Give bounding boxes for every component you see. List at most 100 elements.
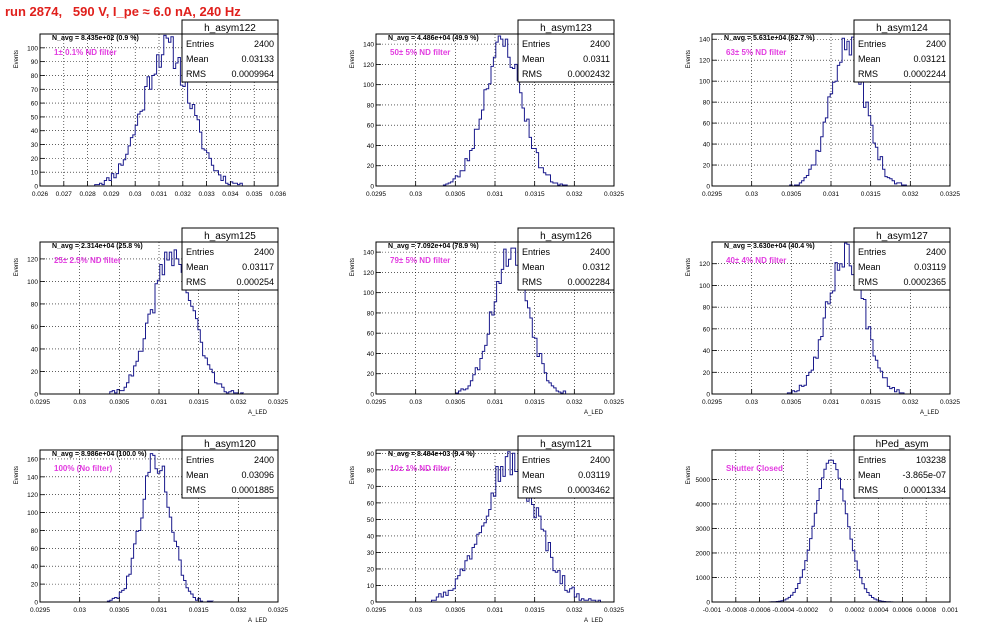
- y-tick-label: 60: [31, 324, 39, 331]
- x-tick-label: 0.03: [409, 399, 422, 406]
- histogram-series: [787, 36, 907, 187]
- x-tick-label: 0.031: [487, 399, 504, 406]
- stats-value: 2400: [254, 247, 274, 257]
- navg-label: N_avg = 3.630e+04 (40.4 %): [724, 243, 815, 250]
- y-tick-label: 20: [367, 163, 375, 170]
- y-tick-label: 80: [31, 73, 39, 80]
- panel-h_asym122: 0.026 0.027 0.028 0.029 0.03 0.031 0.032 0.033 0…: [14, 19, 287, 198]
- x-tick-label: 0.03: [73, 607, 86, 614]
- stats-label: Entries: [522, 455, 551, 465]
- y-tick-label: 0: [370, 392, 374, 399]
- x-tick-label: 0.0295: [30, 607, 50, 614]
- stats-value: 2400: [254, 455, 274, 465]
- x-tick-label: 0.0315: [525, 399, 545, 406]
- stats-value: 0.0312: [582, 262, 610, 272]
- x-tick-label: 0.027: [56, 191, 73, 198]
- x-tick-label: 0.0295: [702, 191, 722, 198]
- panel-h_asym124: 0.0295 0.03 0.0305 0.031 0.0315 0.032 0.0325 0 2…: [686, 19, 960, 198]
- x-tick-label: 0.031: [151, 607, 168, 614]
- y-tick-label: 100: [699, 79, 710, 86]
- y-axis-label: Events: [14, 466, 20, 484]
- x-tick-label: 0.029: [103, 191, 120, 198]
- x-tick-label: 0.032: [566, 399, 583, 406]
- y-tick-label: 80: [31, 528, 39, 535]
- x-tick-label: 0.0004: [869, 607, 889, 614]
- filter-note: 50± 5% ND filter: [390, 48, 450, 57]
- y-tick-label: 0: [706, 392, 710, 399]
- navg-label: N_avg = 8.986e+04 (100.0 %): [52, 451, 147, 458]
- filter-note: 1± 0.1% ND filter: [54, 48, 117, 57]
- y-tick-label: 60: [367, 123, 375, 130]
- x-axis-label: A_LED: [248, 410, 268, 416]
- y-tick-label: 50: [367, 517, 375, 524]
- stats-label: Entries: [858, 247, 887, 257]
- y-tick-label: 140: [363, 250, 374, 257]
- y-tick-label: 0: [370, 600, 374, 607]
- x-tick-label: 0.032: [566, 191, 583, 198]
- x-tick-label: -0.0008: [725, 607, 747, 614]
- filter-note: 79± 5% ND filter: [390, 256, 450, 265]
- x-tick-label: 0.0325: [940, 399, 960, 406]
- x-tick-label: 0.031: [151, 191, 168, 198]
- stats-box: [853, 435, 951, 499]
- x-tick-label: 0.032: [902, 399, 919, 406]
- stats-value: 0.0001885: [231, 485, 274, 495]
- x-tick-label: 0.03: [745, 399, 758, 406]
- stats-label: RMS: [858, 485, 878, 495]
- stats-value: 0.03119: [578, 470, 610, 480]
- stats-label: Mean: [858, 262, 881, 272]
- y-tick-label: 20: [31, 156, 39, 163]
- y-tick-label: 0: [706, 184, 710, 191]
- histogram-series: [419, 451, 603, 603]
- y-axis-label: Events: [350, 466, 356, 484]
- x-tick-label: 0.0295: [366, 191, 386, 198]
- stats-value: 0.0001334: [903, 485, 946, 495]
- panel-h_asym126: 0.0295 0.03 0.0305 0.031 0.0315 0.032 0.0325 0 2…: [350, 227, 624, 416]
- stats-box: [517, 435, 615, 499]
- x-tick-label: 0.031: [823, 191, 840, 198]
- x-tick-label: -0.0002: [796, 607, 818, 614]
- x-tick-label: 0.034: [222, 191, 239, 198]
- stats-box: [181, 435, 279, 499]
- y-tick-label: 100: [27, 510, 38, 517]
- x-tick-label: 0.031: [487, 607, 504, 614]
- filter-note: Shutter Closed: [726, 464, 783, 473]
- x-tick-label: 0.032: [175, 191, 192, 198]
- stats-value: 0.03133: [241, 54, 274, 64]
- navg-label: N_avg = 2.314e+04 (25.8 %): [52, 243, 143, 250]
- stats-label: Entries: [186, 39, 215, 49]
- stats-label: Mean: [522, 262, 545, 272]
- navg-label: N_avg = 4.486e+04 (49.9 %): [388, 35, 479, 42]
- y-tick-label: 40: [31, 128, 39, 135]
- y-axis-label: Events: [686, 258, 692, 276]
- y-tick-label: 80: [31, 301, 39, 308]
- stats-value: 0.03119: [914, 262, 946, 272]
- y-tick-label: 120: [363, 270, 374, 277]
- y-tick-label: 80: [703, 100, 711, 107]
- stats-label: Entries: [186, 247, 215, 257]
- navg-label: N_avg = 8.435e+02 (0.9 %): [52, 35, 139, 42]
- y-tick-label: 40: [703, 348, 711, 355]
- y-axis-label: Events: [14, 50, 20, 68]
- panel-hPed_asym: -0.001 -0.0008 -0.0006 -0.0004 -0.0002 0 0.000…: [686, 435, 959, 614]
- y-tick-label: 140: [699, 37, 710, 44]
- y-tick-label: 20: [703, 370, 711, 377]
- filter-note: 100% (No filter): [54, 464, 113, 473]
- x-tick-label: 0.0325: [940, 191, 960, 198]
- x-axis-label: A_LED: [584, 618, 604, 622]
- y-tick-label: 20: [703, 163, 711, 170]
- histogram-series: [106, 453, 215, 603]
- y-tick-label: 120: [27, 256, 38, 263]
- x-tick-label: 0.0305: [781, 191, 801, 198]
- panel-h_asym125: 0.0295 0.03 0.0305 0.031 0.0315 0.032 0.0325 0 2…: [14, 227, 288, 416]
- filter-note: 10± 1% ND filter: [390, 464, 450, 473]
- filter-note: 40± 4% ND filter: [726, 256, 786, 265]
- stats-label: RMS: [858, 69, 878, 79]
- y-tick-label: 1000: [696, 575, 711, 582]
- stats-value: 0.03121: [913, 54, 946, 64]
- y-tick-label: 20: [367, 566, 375, 573]
- stats-title: hPed_asym: [876, 439, 929, 450]
- stats-box: [853, 227, 951, 291]
- x-tick-label: 0.0325: [268, 399, 288, 406]
- stats-title: h_asym120: [204, 439, 256, 450]
